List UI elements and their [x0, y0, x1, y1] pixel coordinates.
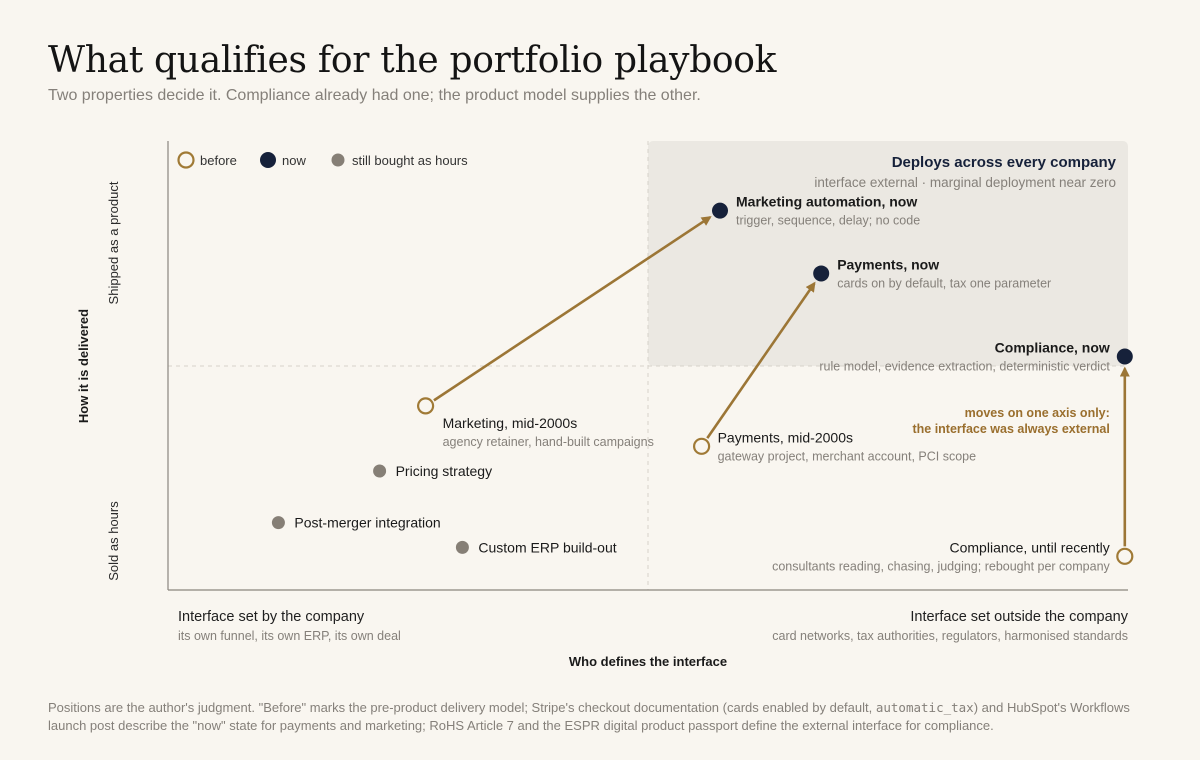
arrows-layer [433, 216, 1130, 547]
point-sub-payments-before: gateway project, merchant account, PCI s… [718, 449, 977, 463]
annotation-line-0: moves on one axis only: [965, 406, 1110, 420]
point-compliance-now [1116, 348, 1133, 365]
point-custom-erp [455, 540, 469, 554]
quadrant-title: Deploys across every company [892, 154, 1117, 171]
y-axis-title: How it is delivered [76, 309, 91, 423]
quadrant-highlight [648, 141, 1128, 366]
point-sub-marketing-now: trigger, sequence, delay; no code [736, 214, 920, 228]
point-payments-now [813, 265, 830, 282]
annotation-line-1: the interface was always external [912, 422, 1109, 436]
point-payments-before [692, 437, 711, 455]
x-end-left-label: Interface set by the company [178, 609, 365, 625]
footnote-text-1: Positions are the author's judgment. "Be… [48, 700, 876, 715]
point-sub-payments-now: cards on by default, tax one parameter [837, 276, 1051, 290]
footnote-code: automatic_tax [875, 700, 974, 715]
x-end-right-sub: card networks, tax authorities, regulato… [772, 629, 1128, 643]
point-pricing-strategy [373, 464, 387, 478]
point-label-custom-erp: Custom ERP build-out [478, 539, 616, 555]
point-compliance-before [1116, 547, 1134, 565]
point-label-payments-now: Payments, now [837, 256, 939, 272]
points-layer: Marketing automation, now trigger, sequen… [271, 194, 1134, 573]
arrow-payments-before-to-payments-now [706, 281, 816, 439]
legend-label-hours: still bought as hours [352, 153, 468, 168]
x-end-right-label: Interface set outside the company [910, 609, 1128, 625]
y-end-high-label: Shipped as a product [106, 181, 121, 304]
quadrant-subtitle: interface external · marginal deployment… [814, 175, 1116, 190]
arrow-marketing-before-to-marketing-now [433, 216, 712, 402]
legend-label-before: before [200, 153, 237, 168]
footnote: Positions are the author's judgment. "Be… [48, 699, 1148, 734]
point-label-compliance-before: Compliance, until recently [950, 539, 1110, 555]
point-sub-marketing-before: agency retainer, hand-built campaigns [443, 435, 654, 449]
legend-marker-now [260, 152, 276, 168]
point-post-merger [271, 516, 285, 530]
annotations-layer: moves on one axis only: the interface was… [912, 406, 1109, 436]
legend-label-now: now [282, 153, 306, 168]
y-end-low-label: Sold as hours [106, 501, 121, 581]
point-sub-compliance-before: consultants reading, chasing, judging; r… [772, 559, 1110, 573]
legend: before now still bought as hours [177, 151, 468, 169]
page-title: What qualifies for the portfolio playboo… [48, 40, 777, 81]
point-label-marketing-now: Marketing automation, now [736, 194, 917, 210]
point-marketing-now [712, 202, 728, 219]
legend-marker-before [177, 151, 195, 169]
x-end-left-sub: its own funnel, its own ERP, its own dea… [178, 629, 401, 643]
point-marketing-before [417, 397, 435, 415]
point-sub-compliance-now: rule model, evidence extraction, determi… [819, 360, 1110, 374]
point-label-post-merger: Post-merger integration [294, 515, 440, 531]
footnote-text-2: ) and HubSpot's Workflows launch post de… [48, 700, 1130, 733]
point-label-marketing-before: Marketing, mid-2000s [443, 415, 578, 431]
point-label-pricing-strategy: Pricing strategy [396, 463, 492, 479]
x-axis-title: Who defines the interface [569, 654, 727, 669]
page-subtitle: Two properties decide it. Compliance alr… [48, 87, 701, 104]
point-label-compliance-now: Compliance, now [995, 340, 1110, 356]
point-label-payments-before: Payments, mid-2000s [718, 429, 853, 445]
legend-marker-hours [331, 153, 345, 167]
